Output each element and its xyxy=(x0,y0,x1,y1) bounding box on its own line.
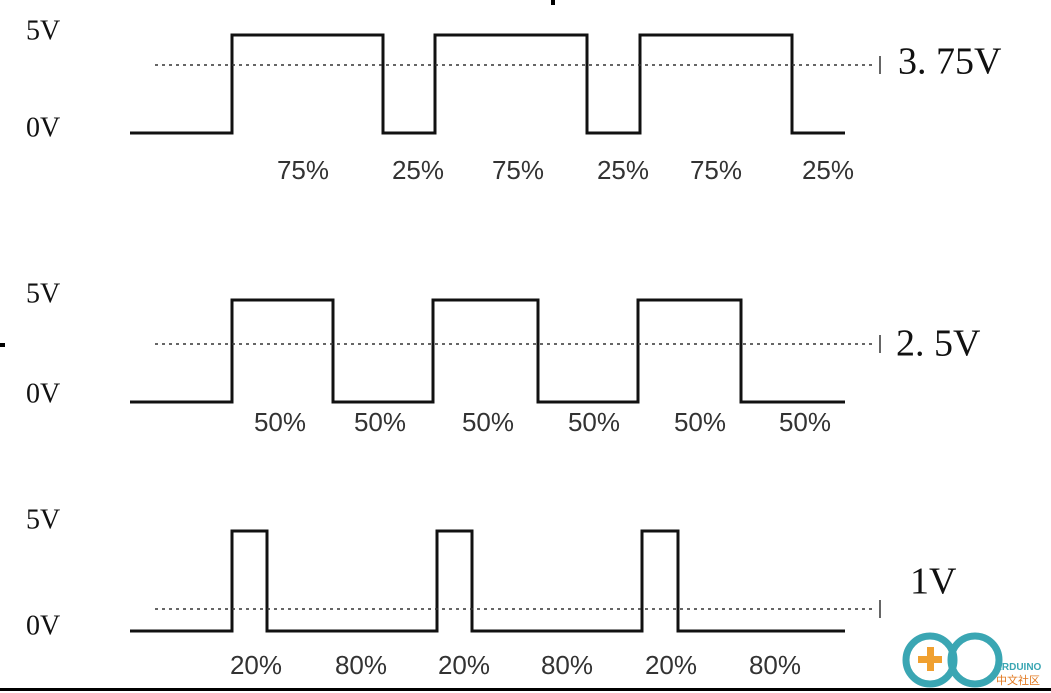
waveform xyxy=(130,298,845,404)
duty-label: 80% xyxy=(335,650,387,680)
duty-label: 75% xyxy=(492,155,544,185)
low-label: 0V xyxy=(26,378,60,409)
duty-label: 25% xyxy=(802,155,854,185)
duty-label: 75% xyxy=(690,155,742,185)
duty-label: 25% xyxy=(392,155,444,185)
low-label: 0V xyxy=(26,610,60,641)
duty-label: 80% xyxy=(749,650,801,680)
average-label: 2. 5V xyxy=(896,323,981,365)
duty-label: 75% xyxy=(277,155,329,185)
duty-label: 50% xyxy=(254,407,306,437)
edge-mark xyxy=(0,343,5,347)
logo-ring xyxy=(947,632,1003,688)
duty-label: 20% xyxy=(645,650,697,680)
edge-mark xyxy=(551,0,555,5)
waveform xyxy=(130,529,845,633)
logo-plus xyxy=(927,647,934,671)
logo-subtitle: 中文社区 xyxy=(996,673,1040,687)
edge-line xyxy=(0,688,1051,691)
duty-label: 50% xyxy=(354,407,406,437)
average-label: 3. 75V xyxy=(898,41,1002,83)
duty-label: 20% xyxy=(230,650,282,680)
duty-label: 50% xyxy=(779,407,831,437)
duty-label: 25% xyxy=(597,155,649,185)
duty-label: 20% xyxy=(438,650,490,680)
average-label: 1V xyxy=(910,561,957,603)
logo-name: ARDUINO xyxy=(995,662,1042,673)
duty-label: 80% xyxy=(541,650,593,680)
duty-label: 50% xyxy=(462,407,514,437)
duty-label: 50% xyxy=(568,407,620,437)
duty-label: 50% xyxy=(674,407,726,437)
waveform xyxy=(130,33,845,135)
high-label: 5V xyxy=(26,15,60,46)
low-label: 0V xyxy=(26,112,60,143)
high-label: 5V xyxy=(26,504,60,535)
logo: ARDUINO 中文社区 xyxy=(902,632,1042,688)
high-label: 5V xyxy=(26,278,60,309)
